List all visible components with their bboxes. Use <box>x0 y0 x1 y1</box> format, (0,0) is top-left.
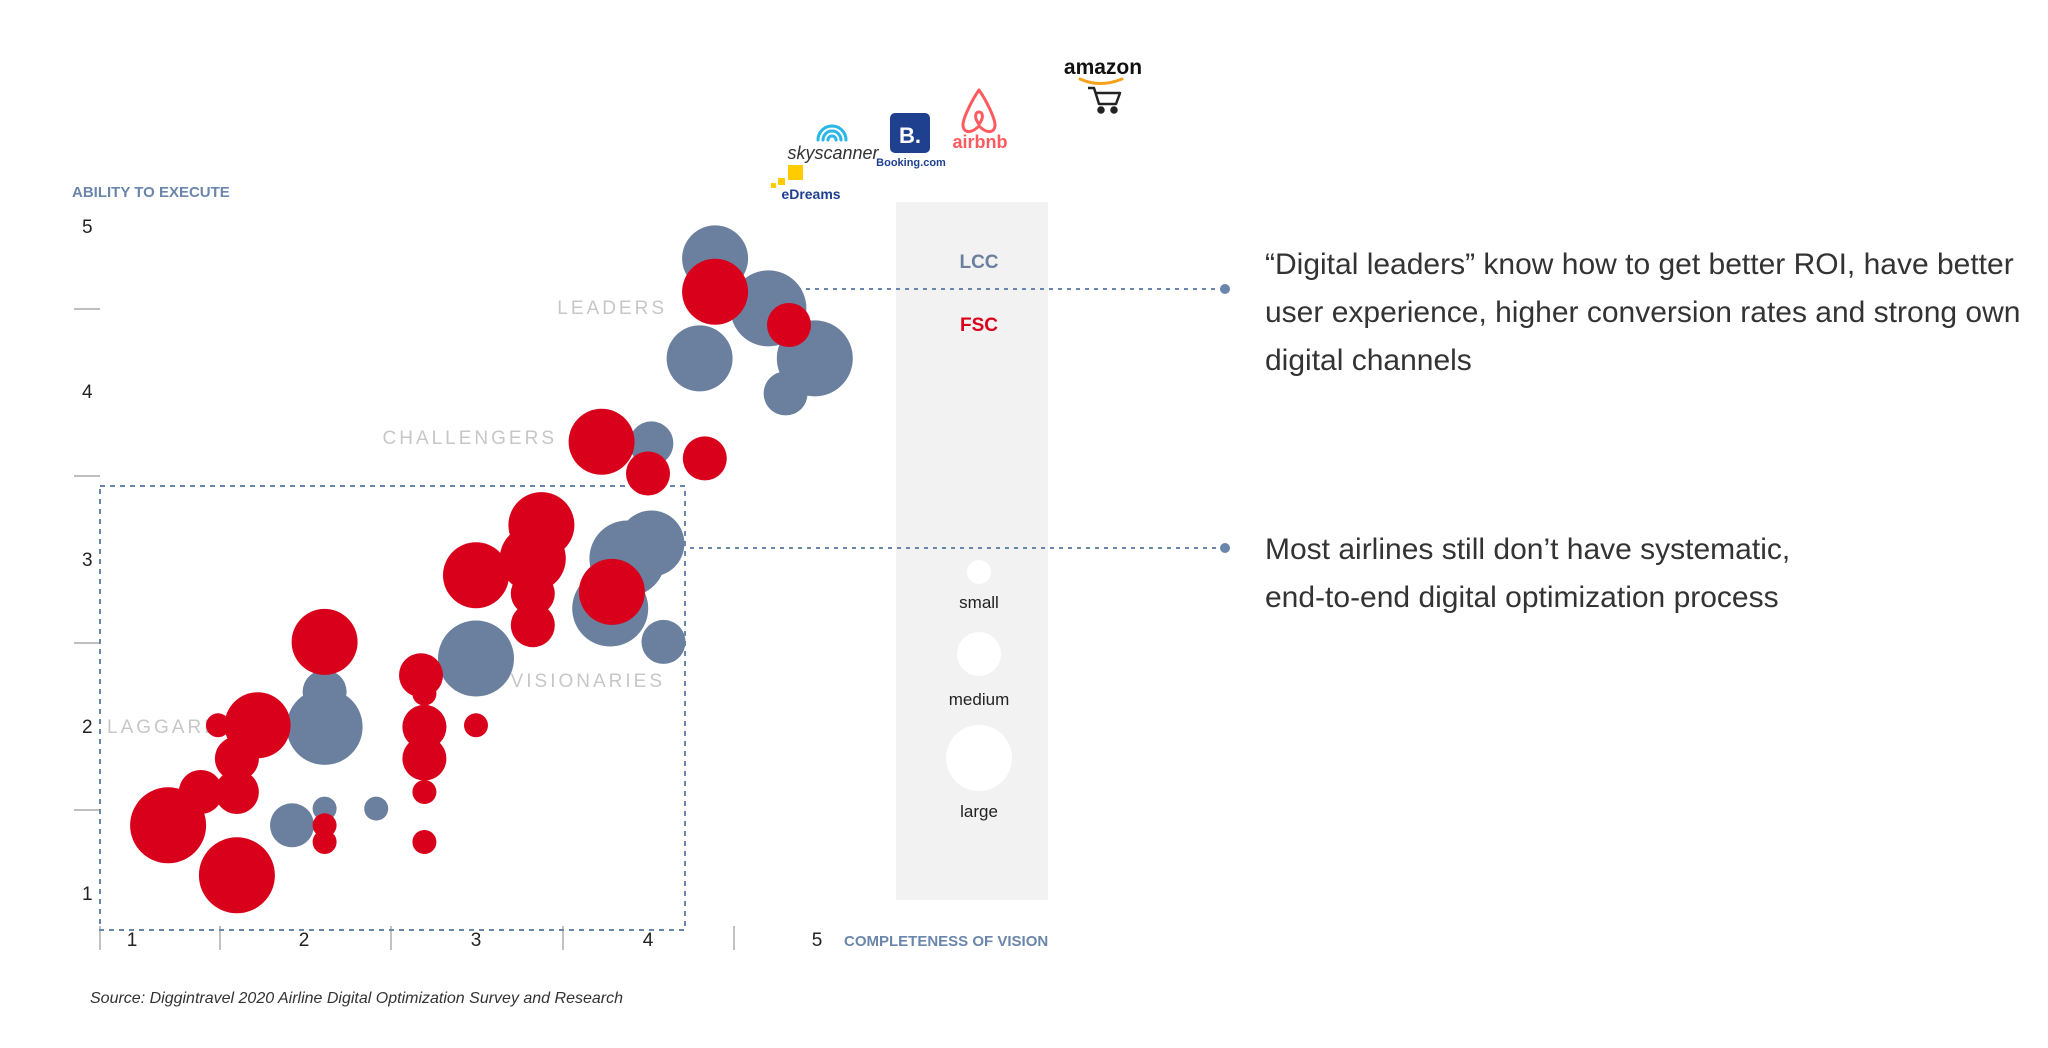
fsc-bubble <box>510 571 555 616</box>
legend-large-circle <box>946 725 1012 791</box>
legend-medium-label: medium <box>949 690 1009 709</box>
most-airlines-note: Most airlines still don’t have systemati… <box>1265 526 2025 622</box>
lcc-bubble <box>666 325 733 392</box>
fsc-bubble <box>682 258 749 325</box>
skyscanner-wave-icon <box>816 124 848 142</box>
fsc-bubble <box>412 780 437 804</box>
lcc-bubble <box>312 796 337 821</box>
fsc-bubble <box>130 787 207 864</box>
x-axis-title: COMPLETENESS OF VISION <box>844 933 1048 950</box>
y-tick-label: 2 <box>82 717 93 738</box>
x-tick-label: 3 <box>471 930 482 951</box>
airbnb-icon <box>961 88 997 133</box>
fsc-bubble <box>312 813 337 838</box>
lcc-bubble <box>641 619 686 664</box>
lcc-bubble <box>270 803 314 848</box>
fsc-bubble <box>412 681 437 706</box>
amazon-logo: amazon <box>1064 56 1142 114</box>
fsc-bubble <box>568 408 635 475</box>
shopping-cart-icon <box>1088 86 1122 114</box>
fsc-bubble <box>443 542 509 609</box>
fsc-bubble <box>682 436 727 481</box>
lcc-bubble <box>286 688 363 765</box>
quadrant-label-visionaries: VISIONARIES <box>511 671 665 692</box>
y-tick-label: 4 <box>82 382 93 403</box>
leaders-connector-dot <box>1220 284 1230 294</box>
airbnb-wordmark: airbnb <box>952 132 1007 152</box>
fsc-bubble <box>412 830 437 854</box>
most-airlines-note-line2: end-to-end digital optimization process <box>1265 581 1779 614</box>
lcc-bubble <box>438 620 514 697</box>
most-airlines-note-line1: Most airlines still don’t have systemati… <box>1265 533 1791 566</box>
y-axis: 5 4 3 2 1 <box>74 217 100 905</box>
fsc-bubble <box>312 830 337 854</box>
airbnb-logo: airbnb <box>952 88 1008 152</box>
lcc-bubble <box>364 796 389 821</box>
fsc-bubble <box>291 608 358 675</box>
booking-badge <box>890 113 930 153</box>
fsc-bubble <box>214 770 259 814</box>
fsc-bubble <box>140 830 165 854</box>
edreams-square-large <box>788 165 803 180</box>
fsc-bubble <box>464 713 488 738</box>
edreams-logo: eDreams <box>771 165 841 202</box>
skyscanner-wordmark: skyscanner <box>787 143 879 163</box>
skyscanner-logo: skyscanner <box>787 124 880 163</box>
quadrant-label-challengers: CHALLENGERS <box>383 428 558 449</box>
amazon-wordmark: amazon <box>1064 56 1142 79</box>
x-tick-label: 2 <box>299 930 310 951</box>
booking-logo: B. Booking.com <box>876 113 946 169</box>
legend-lcc: LCC <box>959 252 998 273</box>
x-tick-label: 4 <box>643 930 654 951</box>
booking-wordmark: Booking.com <box>876 157 946 169</box>
y-tick-label: 1 <box>82 884 93 905</box>
most-airlines-box <box>99 485 686 931</box>
y-tick-label: 3 <box>82 550 93 571</box>
legend-large-label: large <box>960 802 998 821</box>
fsc-bubble <box>767 303 811 347</box>
edreams-square-medium <box>778 178 785 185</box>
lcc-bubble <box>763 371 808 416</box>
most-airlines-connector-dot <box>1220 543 1230 553</box>
legend-panel <box>896 202 1048 900</box>
edreams-wordmark: eDreams <box>781 186 840 202</box>
fsc-bubble <box>578 558 645 625</box>
legend-fsc: FSC <box>960 315 998 336</box>
legend-small-label: small <box>959 593 999 612</box>
quadrant-label-laggards: LAGGARDS <box>107 717 237 738</box>
legend-small-circle <box>967 560 991 584</box>
leaders-note: “Digital leaders” know how to get better… <box>1265 248 2021 377</box>
y-tick-label: 5 <box>82 217 93 238</box>
fsc-bubble <box>499 525 566 592</box>
y-axis-title: ABILITY TO EXECUTE <box>72 184 230 201</box>
booking-badge-letter: B. <box>899 123 921 148</box>
fsc-bubble <box>214 736 259 781</box>
fsc-bubble <box>198 837 275 914</box>
source-note: Source: Diggintravel 2020 Airline Digita… <box>90 990 623 1007</box>
legend-medium-circle <box>957 632 1001 676</box>
fsc-bubble <box>402 736 447 781</box>
fsc-bubble <box>510 603 555 648</box>
amazon-smile-icon <box>1078 77 1124 85</box>
edreams-square-small <box>771 183 776 188</box>
fsc-bubble <box>626 451 670 496</box>
x-tick-label: 5 <box>812 930 823 951</box>
fsc-bubble <box>206 713 230 738</box>
quadrant-label-leaders: LEADERS <box>557 298 667 319</box>
bubbles <box>130 225 853 914</box>
x-tick-label: 1 <box>127 930 138 951</box>
fsc-bubble <box>402 704 447 749</box>
